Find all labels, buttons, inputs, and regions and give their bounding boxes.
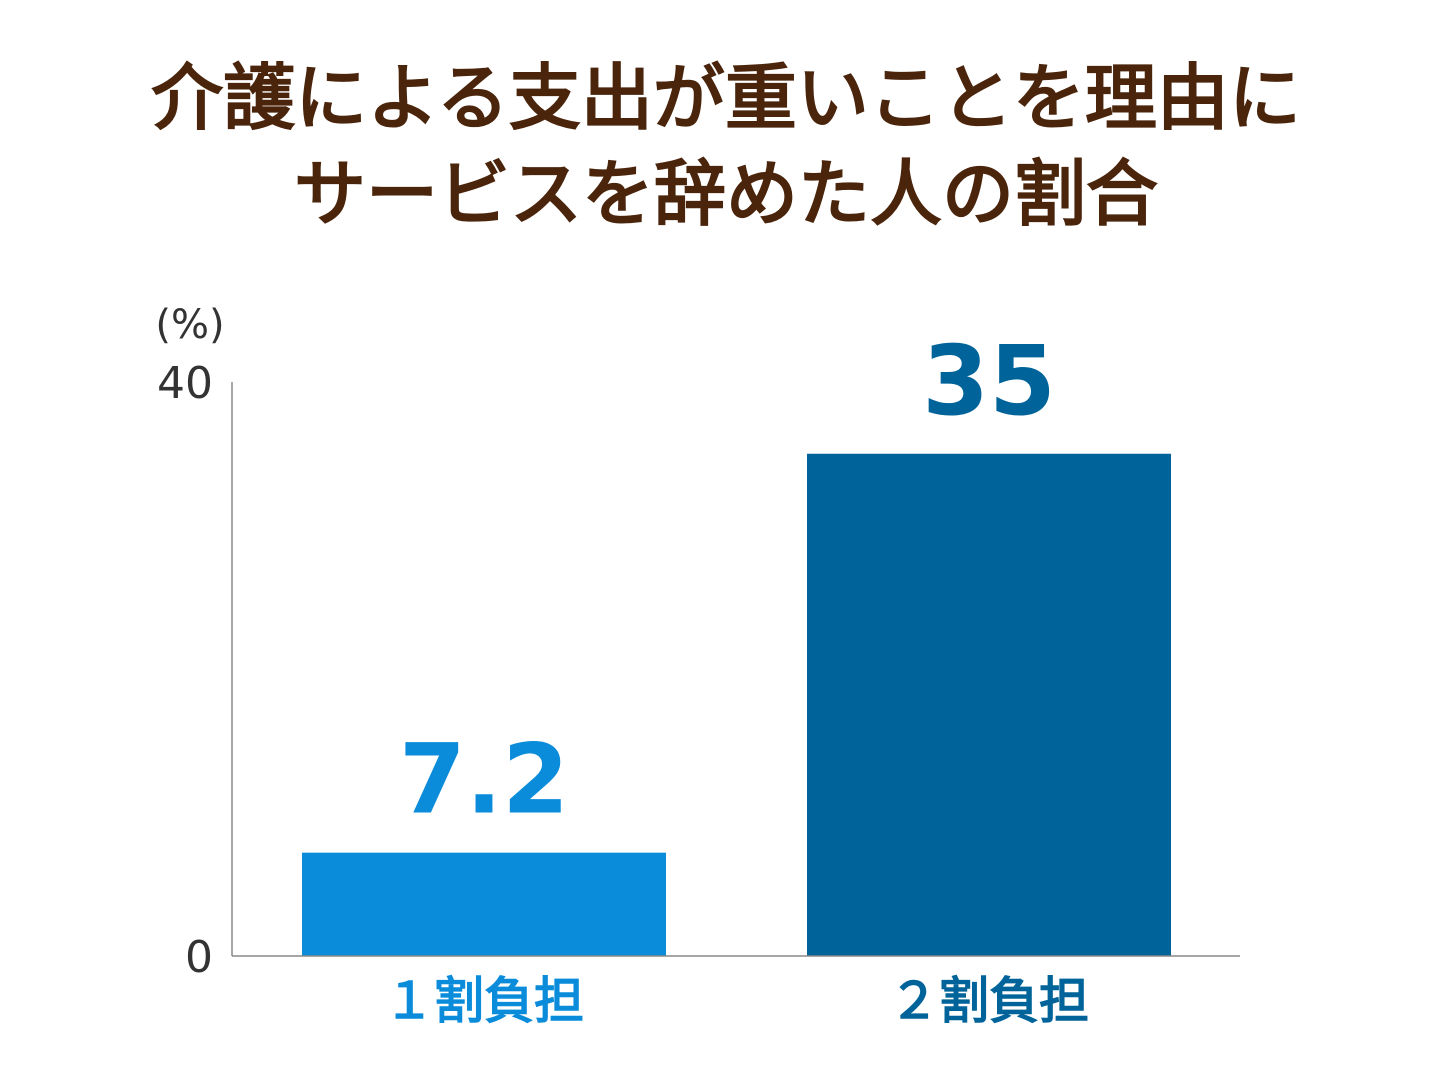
bar-value-label: 35 bbox=[922, 325, 1056, 437]
x-category-label: ２割負担 bbox=[889, 972, 1089, 1030]
y-tick-label: 0 bbox=[185, 932, 213, 983]
bar-value-label: 7.2 bbox=[399, 724, 569, 836]
chart-title-line-1: 介護による支出が重いことを理由に bbox=[151, 56, 1301, 140]
x-category-label: １割負担 bbox=[384, 972, 584, 1030]
chart-title-line-2: サービスを辞めた人の割合 bbox=[293, 152, 1158, 236]
y-tick-label: 40 bbox=[157, 358, 213, 409]
y-axis-unit-label: (%) bbox=[155, 302, 224, 348]
bar-1 bbox=[302, 852, 666, 956]
bar-2 bbox=[807, 453, 1171, 956]
